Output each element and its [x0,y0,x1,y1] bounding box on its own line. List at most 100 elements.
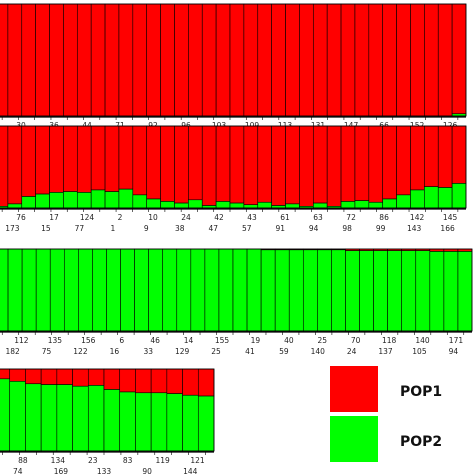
bar-pop2-p2-6 [63,191,78,209]
bar-pop1-p4-6 [72,368,89,387]
bar-pop1-p2-25 [326,125,342,207]
bar-pop1-p4-4 [40,368,58,385]
bar-pop2-p2-7 [76,192,92,209]
bar-pop2-p2-2 [7,203,23,209]
tick-label-bottom-p2-4: 1 [110,224,115,233]
tick-label-bottom-p3-10: 140 [311,347,326,356]
bar-pop2-p2-34 [451,183,467,209]
bar-pop1-p4-14 [197,368,215,397]
bar-pop1-p2-16 [201,125,217,206]
tick-label-top-p4-1: 88 [18,456,28,465]
bar-pop1-p2-33 [437,125,453,188]
bar-pop2-p3-21 [274,249,290,332]
bar-pop2-p3-27 [359,250,374,332]
bar-pop1-p1-22 [285,3,300,117]
bar-pop2-p4-2 [9,380,26,452]
bar-pop1-p2-23 [299,125,314,207]
tick-label-bottom-p3-6: 129 [175,347,190,356]
tick-label-bottom-p4-5: 144 [183,467,198,474]
bar-pop2-p3-14 [176,248,192,332]
bar-pop2-p3-1 [0,248,9,332]
bar-pop1-p1-21 [271,3,286,117]
bar-pop2-p3-24 [317,249,332,332]
tick-label-bottom-p2-10: 94 [309,224,319,233]
bar-pop1-p4-3 [25,368,42,385]
bar-pop2-p3-30 [401,250,417,332]
bar-pop1-p2-15 [188,125,203,201]
bar-pop1-p1-9 [104,3,120,117]
bar-pop1-p4-10 [135,368,152,394]
bar-pop2-p2-31 [410,189,425,209]
tick-label-top-p3-4: 6 [119,336,124,345]
tick-label-bottom-p3-3: 122 [73,347,88,356]
bar-pop1-p4-7 [87,368,105,386]
bar-pop2-p3-4 [35,248,51,332]
bar-pop1-p1-7 [76,3,92,117]
bar-pop1-p1-8 [90,3,106,117]
tick-label-bottom-p3-8: 41 [245,347,255,356]
bar-pop2-p2-13 [160,201,175,209]
bar-pop1-p2-19 [243,125,259,206]
bar-pop2-p3-17 [218,248,234,332]
bar-pop2-p2-29 [382,198,397,209]
bar-pop1-p2-9 [104,125,120,192]
bar-pop1-p2-17 [215,125,231,202]
tick-label-top-p3-12: 118 [382,336,397,345]
bar-pop2-p3-12 [148,248,164,332]
tick-label-bottom-p4-1: 74 [13,467,23,474]
tick-label-top-p1-7: 103 [212,121,227,130]
bar-pop1-p1-18 [229,3,245,117]
tick-label-top-p3-3: 156 [81,336,96,345]
bar-pop2-p3-22 [288,249,304,332]
tick-label-bottom-p2-2: 15 [41,224,51,233]
bar-pop2-p2-26 [340,201,356,209]
bar-pop1-p2-32 [424,125,439,187]
bar-pop1-p1-12 [146,3,161,117]
bar-pop1-p2-18 [229,125,245,204]
tick-label-bottom-p3-12: 137 [378,347,393,356]
tick-label-top-p1-13: 152 [410,121,425,130]
tick-label-bottom-p4-2: 169 [54,467,69,474]
bar-pop1-p1-27 [354,3,370,117]
bar-pop1-p1-19 [243,3,259,117]
bar-pop2-p2-18 [229,202,245,209]
bar-pop1-p1-13 [160,3,175,117]
bar-pop1-p2-7 [76,125,92,193]
tick-label-bottom-p3-4: 16 [110,347,120,356]
bar-pop2-p2-10 [118,188,134,209]
tick-label-top-p1-2: 36 [49,121,59,130]
bar-pop2-p3-23 [302,249,318,332]
bar-pop1-p2-12 [146,125,161,200]
bar-pop2-p3-19 [246,248,262,332]
bar-pop2-p4-6 [72,385,89,452]
bar-pop2-p3-10 [120,248,135,332]
bar-pop2-p4-14 [197,395,215,452]
tick-label-top-p3-8: 19 [251,336,261,345]
tick-label-top-p3-1: 112 [14,336,29,345]
bar-pop2-p3-3 [21,248,37,332]
bar-pop2-p2-8 [90,189,106,209]
bar-pop2-p3-11 [134,248,149,332]
bar-pop2-p3-31 [415,250,431,332]
tick-label-bottom-p4-4: 90 [142,467,152,474]
tick-label-top-p1-4: 71 [115,121,125,130]
bar-pop1-p2-29 [382,125,397,200]
panel-frame-4 [0,368,215,452]
tick-label-bottom-p3-2: 75 [42,347,52,356]
tick-label-top-p2-6: 24 [181,213,191,222]
bar-pop1-p4-1 [0,368,11,380]
bar-pop2-p2-3 [21,196,36,209]
bar-pop1-p1-31 [410,3,425,117]
bar-pop2-p4-12 [166,393,183,452]
bar-pop2-p4-9 [119,391,136,452]
bar-pop1-p2-24 [312,125,328,204]
bar-pop2-p2-5 [49,192,64,209]
bar-pop2-p4-1 [0,378,11,452]
bar-pop1-p2-28 [368,125,384,203]
tick-label-bottom-p2-7: 47 [208,224,218,233]
tick-label-bottom-p2-14: 166 [440,224,455,233]
legend-label-pop2: POP2 [400,434,442,450]
bar-pop2-p2-17 [215,201,231,209]
tick-label-top-p3-10: 25 [317,336,327,345]
bar-pop1-p4-5 [56,368,73,385]
